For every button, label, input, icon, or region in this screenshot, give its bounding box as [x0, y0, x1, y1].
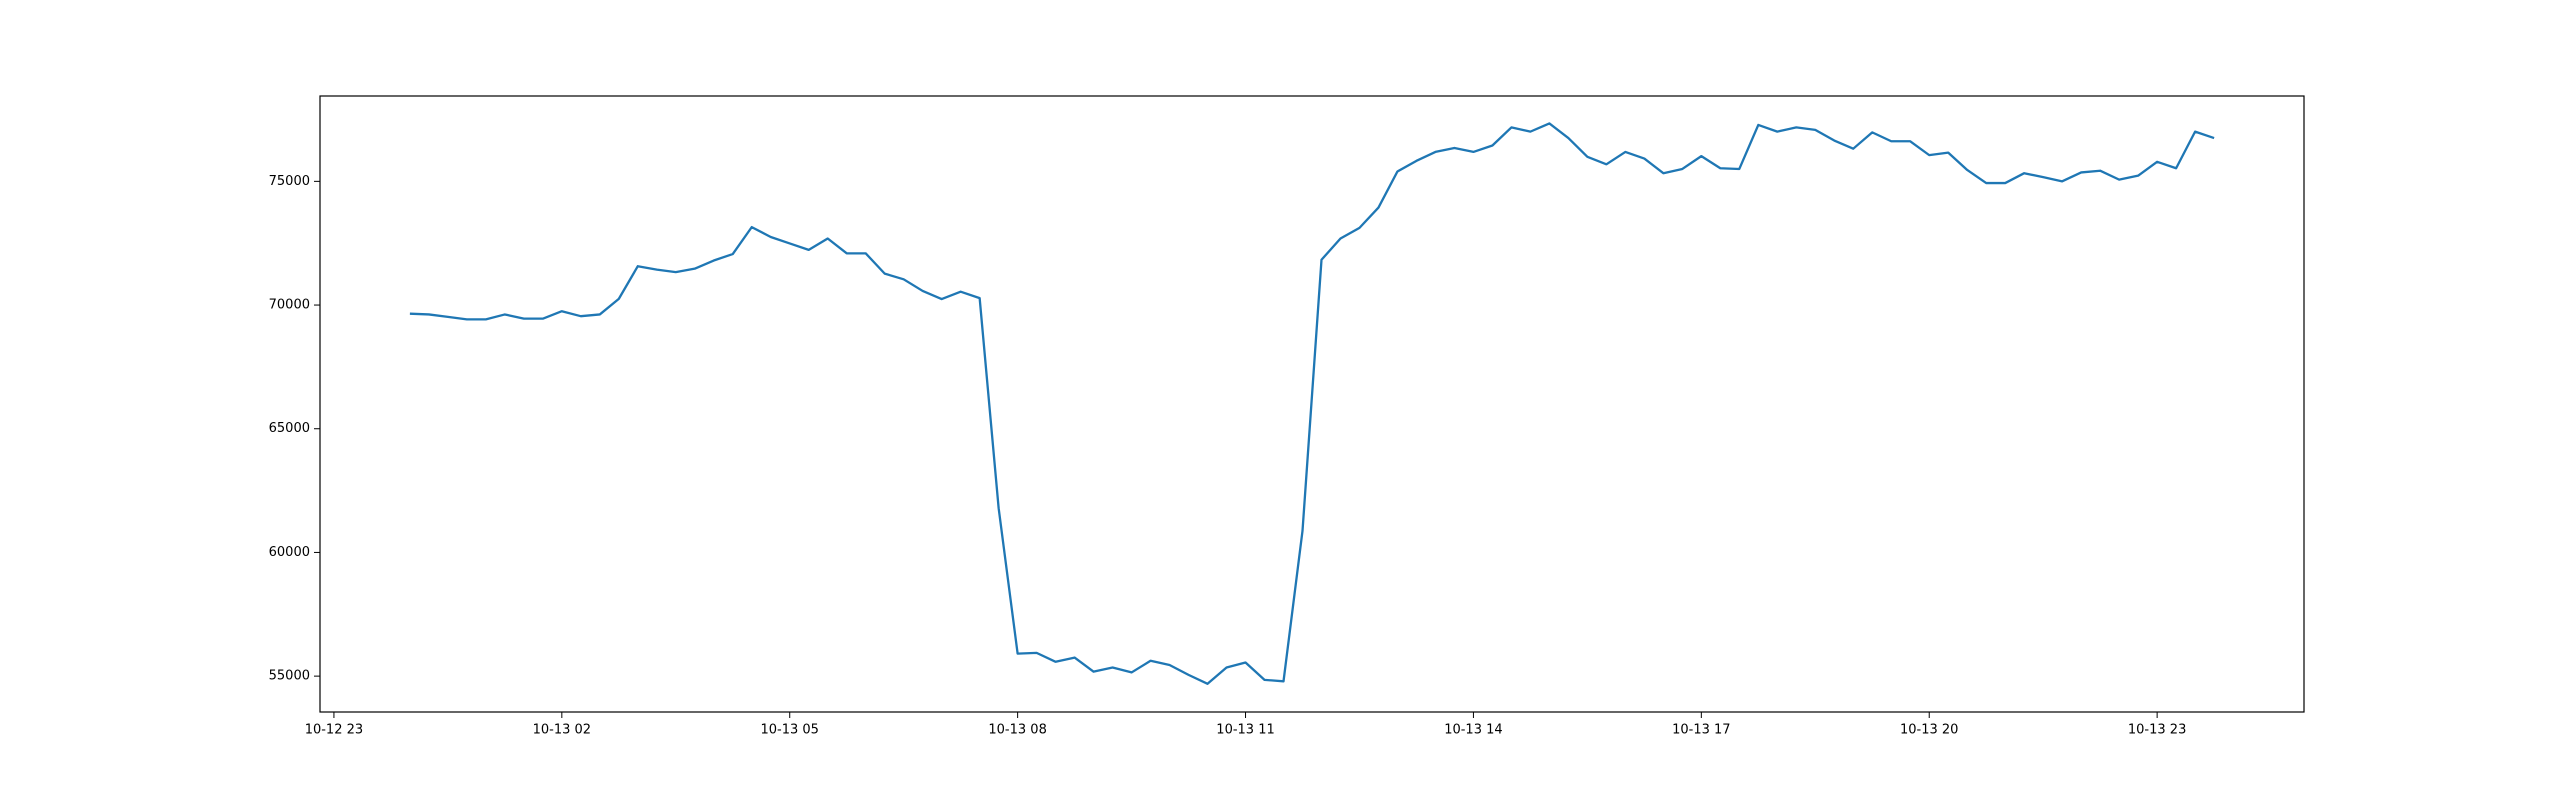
x-tick-label: 10-13 23 — [2128, 723, 2186, 738]
x-tick-label: 10-13 08 — [988, 723, 1046, 738]
plot-frame — [319, 95, 2305, 713]
y-tick-label: 70000 — [269, 298, 310, 313]
y-tick-label: 60000 — [269, 545, 310, 560]
x-tick-label: 10-13 17 — [1672, 723, 1730, 738]
y-tick-label: 55000 — [269, 669, 310, 684]
x-tick-label: 10-13 14 — [1444, 723, 1502, 738]
x-tick-label: 10-13 20 — [1900, 723, 1958, 738]
x-tick-label: 10-13 05 — [761, 723, 819, 738]
y-tick-label: 65000 — [269, 421, 310, 436]
x-tick-label: 10-12 23 — [305, 723, 363, 738]
x-tick-label: 10-13 02 — [533, 723, 591, 738]
data-line — [409, 122, 2215, 685]
y-tick-label: 75000 — [269, 174, 310, 189]
x-tick-label: 10-13 11 — [1216, 723, 1274, 738]
